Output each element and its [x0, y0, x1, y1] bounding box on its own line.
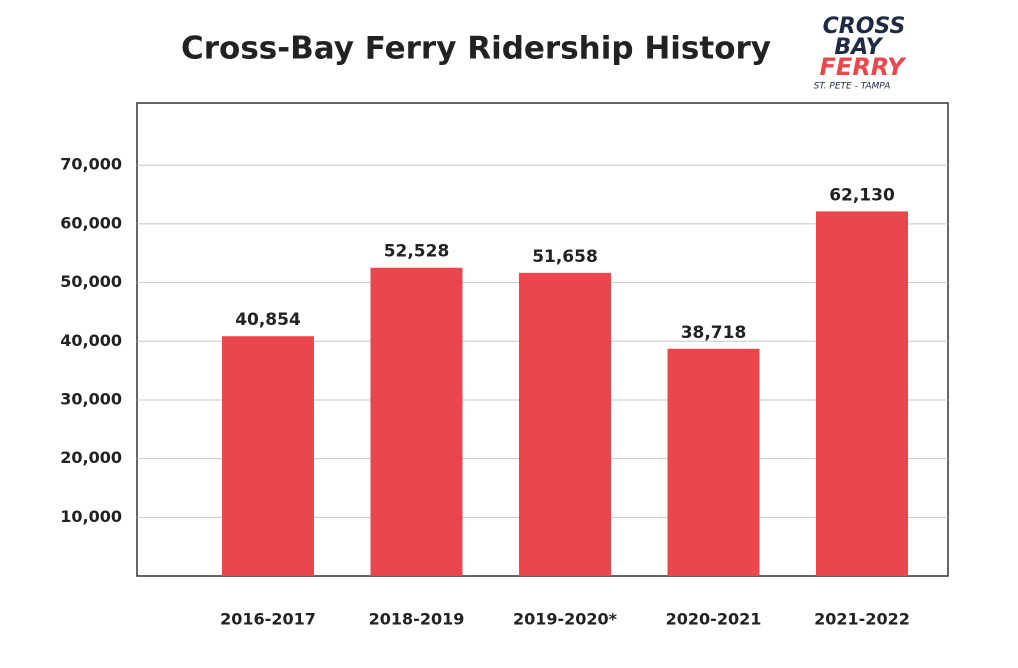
x-tick-label: 2021-2022 — [814, 610, 910, 629]
bar — [519, 272, 611, 576]
x-tick-label: 2019-2020* — [513, 610, 618, 629]
bar — [222, 336, 314, 576]
value-label: 52,528 — [384, 242, 450, 262]
logo: CROSS BAY FERRY ST. PETE - TAMPA — [814, 14, 908, 92]
value-label: 51,658 — [532, 247, 598, 267]
bar — [667, 348, 760, 576]
logo-text: BAY — [834, 35, 883, 60]
value-label: 38,718 — [681, 323, 747, 343]
x-tick-label: 2018-2019 — [369, 610, 465, 629]
logo-tagline: ST. PETE - TAMPA — [814, 82, 891, 92]
y-tick-label: 40,000 — [60, 331, 122, 350]
logo-text: CROSS — [823, 14, 906, 39]
logo-text: FERRY — [820, 53, 908, 81]
bar — [370, 267, 463, 576]
y-tick-label: 30,000 — [60, 389, 122, 408]
value-label: 62,130 — [829, 185, 895, 205]
y-tick-label: 60,000 — [60, 213, 122, 232]
y-tick-label: 20,000 — [60, 448, 122, 467]
y-tick-label: 70,000 — [60, 155, 122, 174]
y-tick-label: 10,000 — [60, 507, 122, 526]
value-label: 40,854 — [235, 310, 301, 330]
x-tick-label: 2016-2017 — [220, 610, 316, 629]
bar — [816, 211, 908, 577]
chart-title: Cross-Bay Ferry Ridership History — [181, 31, 771, 67]
y-tick-label: 50,000 — [60, 272, 122, 291]
x-tick-label: 2020-2021 — [666, 610, 762, 629]
